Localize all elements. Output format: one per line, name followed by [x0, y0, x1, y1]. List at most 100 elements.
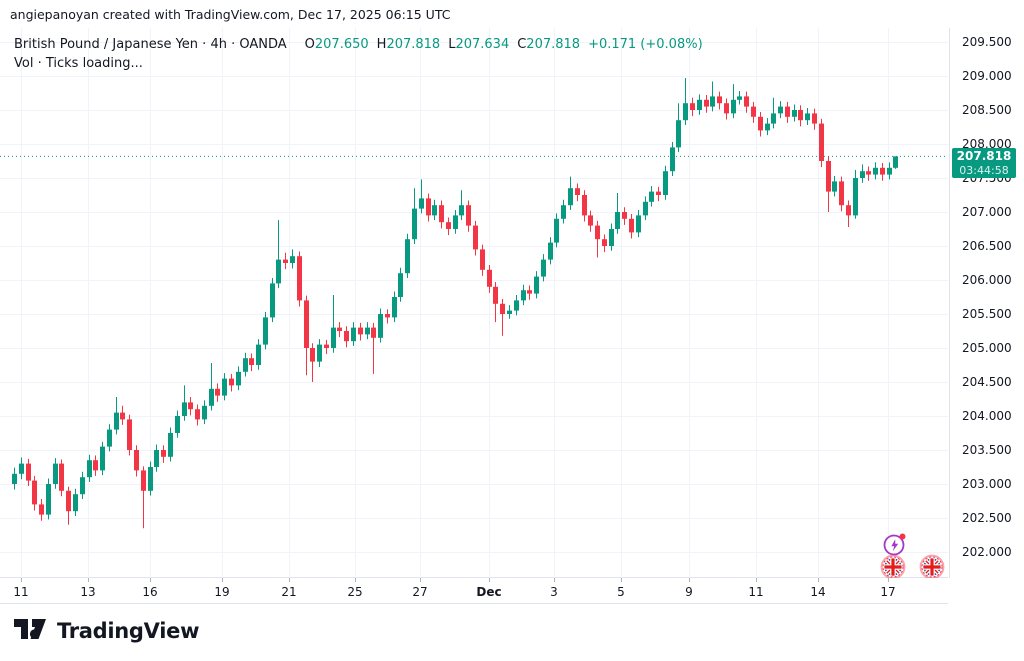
candle-body [690, 103, 695, 110]
candle-body [154, 450, 159, 467]
candle-body [385, 314, 390, 318]
candle-body [656, 191, 661, 195]
candle-body [249, 358, 254, 365]
price-axis-label: 206.000 [962, 273, 1012, 287]
candle-body [215, 388, 220, 396]
price-axis-label: 203.000 [962, 477, 1012, 491]
last-price-badge: 207.818 03:44:58 [952, 148, 1016, 179]
price-axis-label: 208.500 [962, 103, 1012, 117]
candle-body [527, 290, 532, 294]
attribution-text: angiepanoyan created with TradingView.co… [10, 7, 451, 22]
candle-body [120, 412, 125, 420]
candle-body [493, 286, 498, 304]
candle-body [643, 201, 648, 216]
candle-body [26, 463, 31, 481]
uk-flag-event-icon[interactable] [919, 554, 945, 580]
candle-body [887, 167, 892, 175]
time-axis-tick [21, 578, 22, 582]
last-price-value: 207.818 [956, 149, 1012, 164]
candle-body [107, 429, 112, 447]
candle-body [392, 297, 397, 318]
candle-body [629, 218, 634, 233]
candle-body [812, 113, 817, 124]
candle-body [514, 300, 519, 311]
change-value: +0.171 (+0.08%) [588, 37, 703, 52]
volume-indicator-row[interactable]: Vol · Ticks loading... [14, 56, 143, 71]
price-axis-label: 205.500 [962, 307, 1012, 321]
candle-body [371, 327, 376, 338]
candle-body [59, 463, 64, 491]
candle-body [778, 106, 783, 114]
close-value: 207.818 [526, 37, 581, 52]
candle-body [805, 113, 810, 121]
candle-body [426, 198, 431, 216]
time-axis-label: 3 [550, 585, 558, 599]
price-scale[interactable]: 209.500209.000208.500208.000207.500207.0… [949, 28, 1024, 578]
candle-body [446, 222, 451, 229]
candle-body [541, 259, 546, 277]
close-label: C [517, 37, 527, 52]
candle-body [331, 327, 336, 348]
time-axis-label: 25 [347, 585, 363, 599]
time-scale[interactable]: 11 13 16 19 21 25 27 Dec 3 5 9 11 14 17 [0, 578, 948, 604]
chart-pane[interactable]: British Pound / Japanese Yen · 4h · OAND… [0, 28, 948, 580]
time-axis-tick [689, 578, 690, 582]
candle-body [351, 327, 356, 342]
candle-body [378, 314, 383, 338]
candle-body [175, 416, 180, 433]
time-axis-label: 16 [142, 585, 158, 599]
candle-body [710, 96, 715, 107]
candle-body [487, 269, 492, 287]
candle-body [344, 331, 349, 342]
time-axis-label: 14 [810, 585, 826, 599]
candle-body [290, 256, 295, 263]
time-axis-label: Dec [476, 585, 502, 599]
price-axis-label: 204.000 [962, 409, 1012, 423]
symbol-title[interactable]: British Pound / Japanese Yen · 4h · OAND… [14, 37, 287, 52]
price-axis-label: 202.000 [962, 545, 1012, 559]
candle-body [188, 402, 193, 410]
candle-body [276, 259, 281, 284]
price-axis-label: 209.500 [962, 35, 1012, 49]
time-axis-label: 17 [880, 585, 896, 599]
candle-body [615, 212, 620, 229]
candle-body [317, 344, 322, 362]
candle-body [87, 460, 92, 478]
time-axis-label: 5 [617, 585, 625, 599]
candle-body [683, 103, 688, 121]
high-label: H [376, 37, 387, 52]
candle-body [860, 171, 865, 178]
price-axis-label: 203.500 [962, 443, 1012, 457]
candle-body [127, 419, 132, 450]
candle-body [575, 188, 580, 195]
tradingview-brand-text: TradingView [57, 619, 200, 643]
candle-body [93, 460, 98, 471]
time-axis-tick [88, 578, 89, 582]
candle-body [53, 463, 58, 484]
tradingview-logo[interactable]: TradingView [12, 615, 199, 647]
candle-body [66, 490, 71, 512]
uk-flag-event-icon[interactable] [880, 554, 906, 580]
candle-body [209, 388, 214, 406]
candle-body [792, 110, 797, 117]
candle-body [751, 106, 756, 117]
candle-body [839, 181, 844, 206]
time-axis-label: 27 [412, 585, 428, 599]
time-axis-label: 13 [80, 585, 96, 599]
candle-body [744, 96, 749, 107]
candle-body [602, 239, 607, 246]
candle-body [771, 113, 776, 124]
candle-body [582, 195, 587, 216]
price-axis-label: 209.000 [962, 69, 1012, 83]
candle-body [704, 99, 709, 107]
candle-body [846, 205, 851, 216]
candle-body [405, 239, 410, 274]
price-axis-label: 208.000 [962, 137, 1012, 151]
candlestick-chart[interactable] [0, 28, 948, 578]
legend-symbol-row: British Pound / Japanese Yen · 4h · OAND… [14, 35, 703, 54]
candle-body [758, 116, 763, 131]
candle-body [365, 327, 370, 335]
economic-event-lightning-icon[interactable] [882, 531, 908, 557]
price-axis-label: 207.000 [962, 205, 1012, 219]
time-axis-tick [489, 578, 490, 582]
